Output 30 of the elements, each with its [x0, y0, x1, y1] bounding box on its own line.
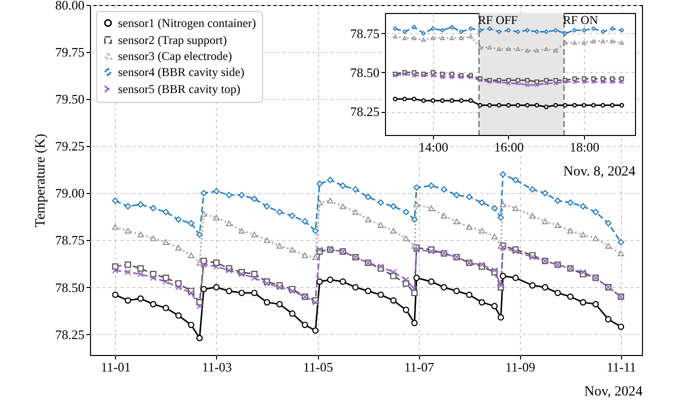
- x-tick-label: 18:00: [570, 140, 600, 154]
- x-tick-label: 14:00: [418, 140, 448, 154]
- x-tick-label: 11-05: [303, 360, 333, 374]
- legend-label: sensor1 (Nitrogen container): [118, 16, 256, 30]
- x-tick-label: 11-01: [100, 360, 131, 374]
- x-axis-title: Nov. 8, 2024: [563, 164, 636, 180]
- y-tick-label: 78.75: [55, 232, 84, 248]
- legend-label: sensor4 (BBR cavity side): [118, 65, 244, 79]
- y-tick-label: 78.25: [350, 104, 380, 120]
- y-tick-label: 79.75: [55, 44, 84, 60]
- ref-line-label: RF ON: [563, 13, 598, 27]
- legend-label: sensor3 (Cap electrode): [118, 49, 232, 63]
- y-tick-label: 79.50: [55, 92, 84, 107]
- x-axis-title: Nov, 2024: [584, 384, 642, 400]
- x-tick-label: 16:00: [494, 140, 524, 154]
- band-label: RF OFF: [478, 13, 518, 27]
- y-tick-label: 79.00: [55, 186, 84, 201]
- x-tick-label: 11-07: [404, 360, 435, 374]
- y-axis-title: Temperature (K): [33, 133, 48, 228]
- y-tick-label: 78.25: [55, 326, 84, 342]
- x-tick-label: 11-09: [505, 360, 536, 374]
- y-tick-label: 78.50: [55, 280, 84, 295]
- x-tick-label: 11-11: [606, 360, 636, 374]
- y-tick-label: 79.25: [55, 138, 84, 154]
- y-tick-label: 80.00: [55, 0, 84, 12]
- legend-label: sensor2 (Trap support): [118, 33, 227, 47]
- legend-label: sensor5 (BBR cavity top): [118, 82, 240, 96]
- y-tick-label: 78.50: [350, 64, 380, 80]
- x-tick-label: 11-03: [202, 360, 232, 374]
- y-tick-label: 78.75: [350, 26, 380, 41]
